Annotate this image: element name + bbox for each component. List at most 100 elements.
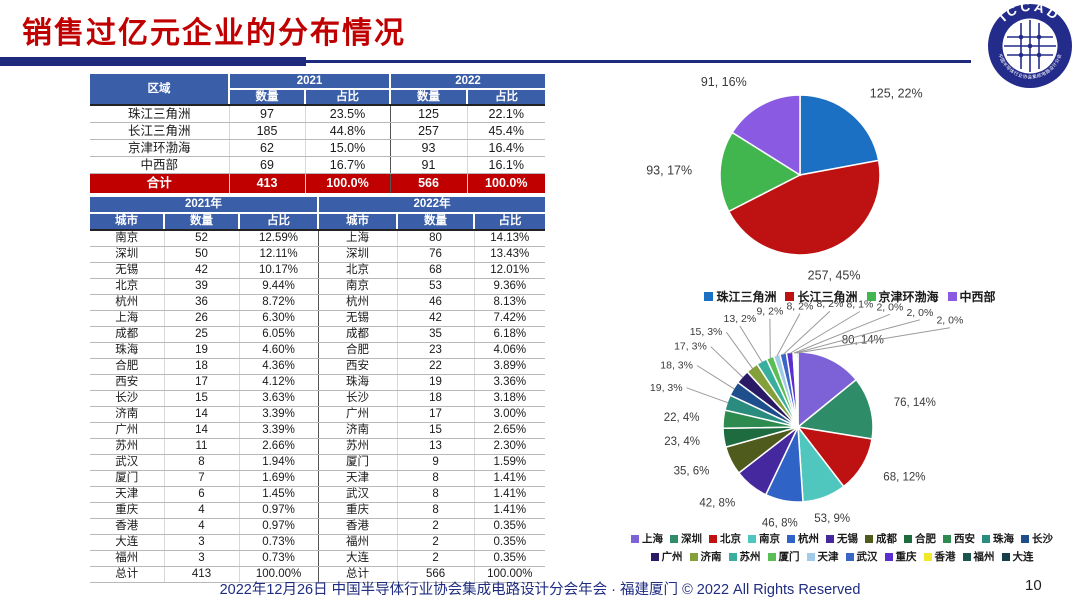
table-cell: 南京 bbox=[317, 278, 398, 295]
table-cell: 广州 bbox=[90, 422, 164, 439]
table-cell: 8 bbox=[396, 486, 475, 503]
table-cell: 76 bbox=[396, 246, 475, 263]
city-table: 2021年 2022年 城市 数量 占比 城市 数量 占比 南京 52 12.59%… bbox=[90, 197, 546, 583]
count-header: 数量 bbox=[389, 89, 468, 106]
legend-item: 珠海 bbox=[982, 531, 1014, 546]
table-cell: 总计 bbox=[90, 566, 164, 583]
table-cell: 100.00% bbox=[238, 566, 319, 583]
table-cell: 武汉 bbox=[317, 486, 398, 503]
table-cell: 总计 bbox=[317, 566, 398, 583]
label-leader-line bbox=[795, 319, 921, 354]
table-cell: 苏州 bbox=[317, 438, 398, 455]
table-cell: 上海 bbox=[90, 310, 164, 327]
table-cell: 1.41% bbox=[473, 470, 546, 487]
table-row: 成都 25 6.05% 成都 35 6.18% bbox=[90, 326, 546, 343]
table-cell: 42 bbox=[163, 262, 239, 279]
table-row: 长江三角洲 185 44.8% 257 45.4% bbox=[90, 122, 545, 140]
table-cell: 成都 bbox=[317, 326, 398, 343]
table-cell: 合肥 bbox=[90, 358, 164, 375]
table-cell: 无锡 bbox=[317, 310, 398, 327]
table-cell: 566 bbox=[389, 173, 467, 193]
table-cell: 413 bbox=[163, 566, 239, 583]
table-cell: 42 bbox=[396, 310, 475, 327]
count-header: 数量 bbox=[229, 89, 306, 106]
table-cell: 4.12% bbox=[238, 374, 319, 391]
iccad-logo: ICCAD 中国半导体行业协会集成电路设计分会 bbox=[988, 2, 1072, 88]
table-cell: 杭州 bbox=[90, 294, 164, 311]
region-total-row: 合计 413 100.0% 566 100.0% bbox=[90, 173, 545, 193]
share-header: 占比 bbox=[239, 213, 320, 231]
table-cell: 3.39% bbox=[238, 406, 319, 423]
legend-item: 深圳 bbox=[670, 531, 702, 546]
legend-item: 合肥 bbox=[904, 531, 936, 546]
table-cell: 京津环渤海 bbox=[90, 139, 229, 157]
legend-label: 京津环渤海 bbox=[878, 290, 939, 304]
table-cell: 45.4% bbox=[466, 122, 545, 140]
table-row: 深圳 50 12.11% 深圳 76 13.43% bbox=[90, 246, 546, 263]
table-cell: 合计 bbox=[90, 173, 229, 193]
table-cell: 济南 bbox=[90, 406, 164, 423]
table-cell: 23 bbox=[396, 342, 475, 359]
table-cell: 大连 bbox=[317, 550, 398, 567]
pie-slice-0 bbox=[799, 94, 880, 176]
legend-item: 京津环渤海 bbox=[866, 288, 939, 305]
legend-item: 香港 bbox=[923, 549, 956, 564]
legend-label: 福州 bbox=[973, 551, 995, 563]
legend-swatch-icon bbox=[787, 534, 795, 543]
table-cell: 46 bbox=[396, 294, 475, 311]
table-cell: 22 bbox=[396, 358, 475, 375]
table-cell: 14 bbox=[163, 422, 239, 439]
table-row: 重庆 4 0.97% 重庆 8 1.41% bbox=[90, 502, 546, 519]
table-cell: 厦门 bbox=[90, 470, 164, 487]
legend-swatch-icon bbox=[1001, 552, 1010, 561]
table-cell: 7 bbox=[163, 470, 239, 487]
legend-label: 西安 bbox=[954, 533, 975, 545]
pie-label: 53, 9% bbox=[814, 513, 850, 525]
legend-swatch-icon bbox=[728, 552, 737, 561]
legend-item: 大连 bbox=[1001, 549, 1034, 564]
year-2022-header: 2022 bbox=[390, 74, 545, 90]
table-row: 杭州 36 8.72% 杭州 46 8.13% bbox=[90, 294, 546, 311]
label-leader-line bbox=[789, 311, 861, 354]
table-cell: 4.60% bbox=[238, 342, 319, 359]
legend-swatch-icon bbox=[806, 552, 815, 561]
table-cell: 18 bbox=[163, 358, 239, 375]
pie-label: 93, 17% bbox=[646, 163, 692, 177]
legend-label: 无锡 bbox=[837, 533, 858, 545]
table-cell: 185 bbox=[228, 122, 305, 140]
table-cell: 15 bbox=[163, 390, 239, 407]
table-cell: 3.00% bbox=[473, 406, 546, 423]
legend-label: 武汉 bbox=[856, 551, 878, 563]
table-cell: 6 bbox=[163, 486, 239, 503]
table-cell: 天津 bbox=[90, 486, 164, 503]
legend-label: 香港 bbox=[934, 551, 956, 563]
region-table-body: 珠江三角洲 97 23.5% 125 22.1% 长江三角洲 185 44.8% 257 45.4… bbox=[90, 105, 545, 174]
legend-label: 杭州 bbox=[798, 533, 819, 545]
table-cell: 8 bbox=[396, 470, 475, 487]
share-header: 占比 bbox=[474, 213, 546, 231]
share-header: 占比 bbox=[305, 89, 391, 106]
table-cell: 15.0% bbox=[304, 139, 390, 157]
table-cell: 8.72% bbox=[238, 294, 319, 311]
legend-swatch-icon bbox=[689, 552, 698, 561]
footer-text: 2022年12月26日 中国半导体行业协会集成电路设计分会年会 · 福建厦门 ©… bbox=[219, 582, 861, 598]
table-row: 武汉 8 1.94% 厦门 9 1.59% bbox=[90, 454, 546, 471]
table-row: 珠江三角洲 97 23.5% 125 22.1% bbox=[90, 105, 545, 123]
table-cell: 22.1% bbox=[466, 105, 545, 123]
table-cell: 4 bbox=[163, 502, 239, 519]
table-row: 济南 14 3.39% 广州 17 3.00% bbox=[90, 406, 546, 423]
legend-label: 济南 bbox=[700, 551, 722, 563]
table-cell: 上海 bbox=[317, 230, 398, 247]
legend-label: 上海 bbox=[642, 533, 663, 545]
legend-swatch-icon bbox=[1021, 534, 1029, 543]
table-cell: 重庆 bbox=[90, 502, 164, 519]
legend-swatch-icon bbox=[785, 292, 795, 301]
table-cell: 100.0% bbox=[466, 173, 545, 193]
table-cell: 1.41% bbox=[473, 502, 546, 519]
table-cell: 6.05% bbox=[238, 326, 319, 343]
table-cell: 济南 bbox=[317, 422, 398, 439]
count-header: 数量 bbox=[164, 213, 240, 231]
table-cell: 0.73% bbox=[238, 534, 319, 551]
label-leader-line bbox=[793, 313, 891, 354]
table-cell: 长江三角洲 bbox=[90, 122, 229, 140]
